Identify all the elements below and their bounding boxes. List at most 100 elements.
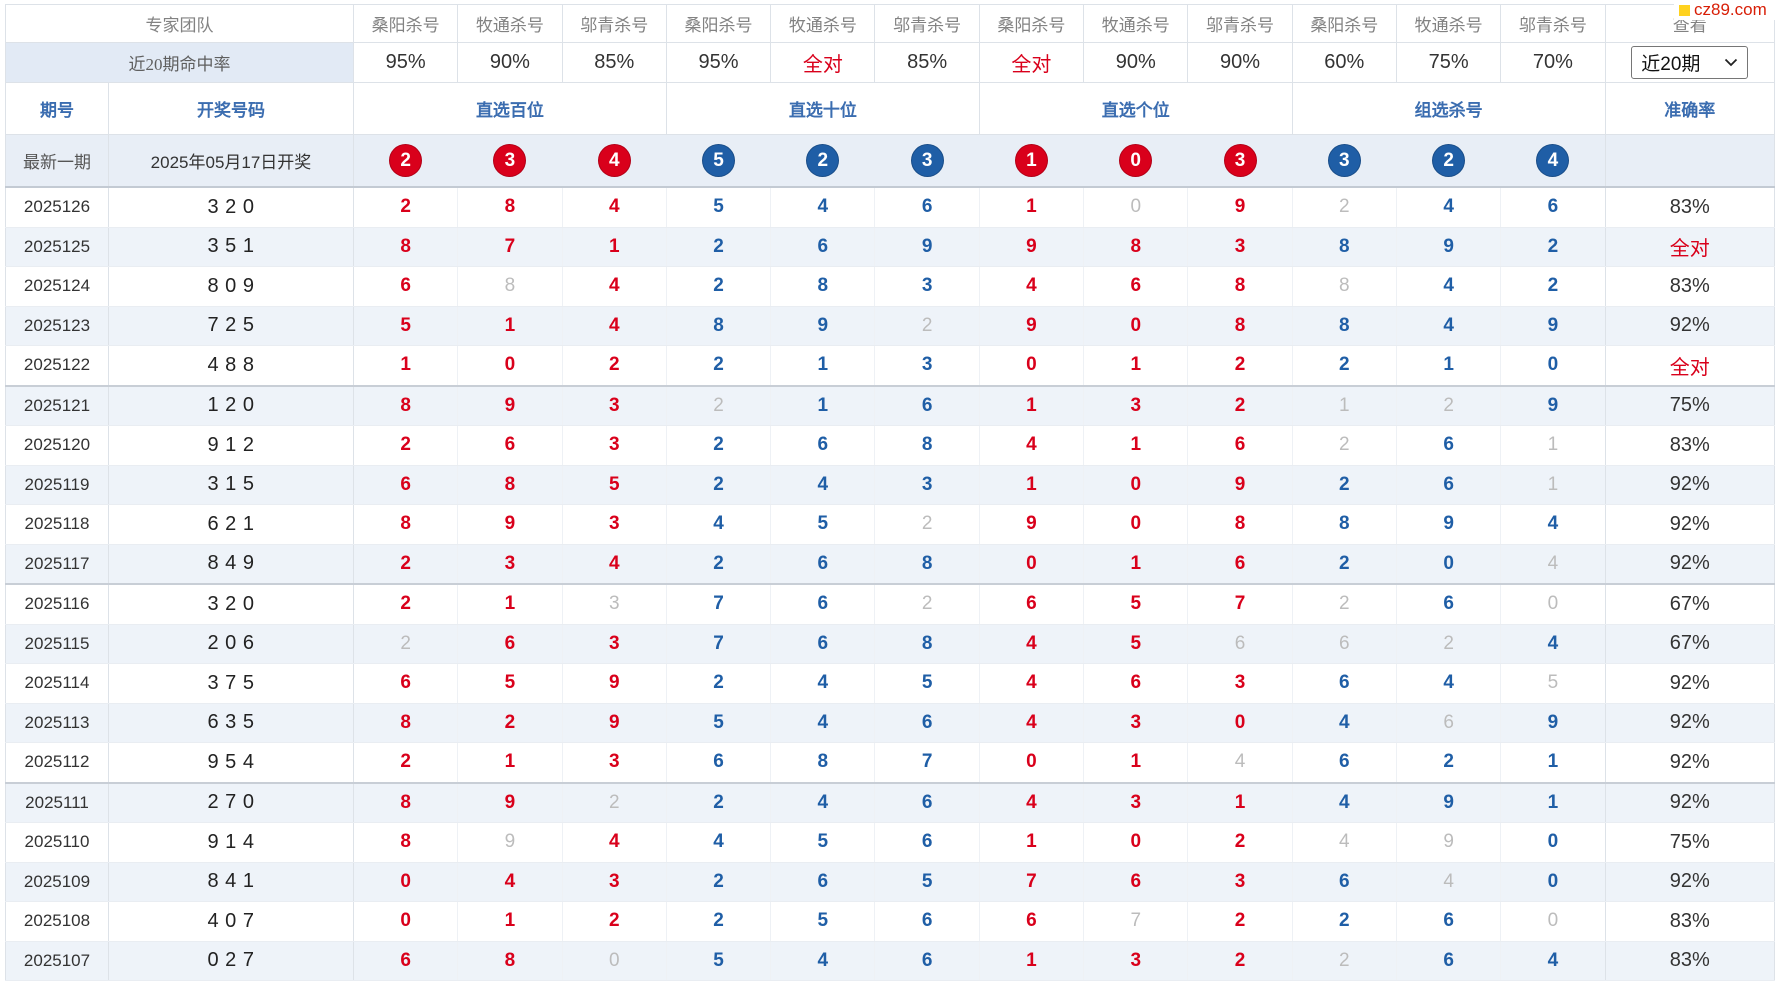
kill-number: 3 xyxy=(874,464,980,505)
kill-number: 2 xyxy=(1291,345,1397,386)
kill-number: 2 xyxy=(665,861,772,902)
kill-number: 9 xyxy=(978,504,1085,545)
kill-number: 9 xyxy=(1187,186,1293,228)
kill-number: 6 xyxy=(770,226,876,267)
kill-number: 2 xyxy=(1500,266,1606,307)
kill-number: 6 xyxy=(770,623,876,664)
prediction-cell: 3 xyxy=(1291,134,1397,188)
kill-number: 1 xyxy=(1083,345,1189,386)
kill-number: 3 xyxy=(1187,663,1293,704)
kill-number: 4 xyxy=(978,781,1085,823)
prediction-ball: 5 xyxy=(702,144,736,177)
expert-name-header: 邬青杀号 xyxy=(1187,4,1293,43)
missed-kill-number: 2 xyxy=(1395,384,1502,426)
kill-number-table: 专家团队 桑阳杀号 牧通杀号 邬青杀号 桑阳杀号 牧通杀号 邬青杀号 桑阳杀号 … xyxy=(5,4,1775,981)
kill-number: 9 xyxy=(1395,781,1502,823)
missed-kill-number: 2 xyxy=(874,583,980,625)
accuracy-value: 全对 xyxy=(1604,345,1775,386)
period-number: 2025122 xyxy=(5,345,109,386)
kill-number: 5 xyxy=(874,663,980,704)
kill-number: 0 xyxy=(1187,702,1293,743)
missed-kill-number: 2 xyxy=(1291,425,1397,466)
table-row: 2025114 3 7 5 6 5 9 2 4 5 4 6 3 6 4 5 92% xyxy=(5,663,1775,704)
prediction-cell: 3 xyxy=(874,134,980,188)
kill-number: 4 xyxy=(561,822,667,863)
kill-number: 8 xyxy=(1291,226,1397,267)
prediction-ball: 3 xyxy=(910,144,944,177)
missed-kill-number: 1 xyxy=(1291,384,1397,426)
kill-number: 3 xyxy=(1187,861,1293,902)
kill-number: 4 xyxy=(770,781,876,823)
kill-number: 9 xyxy=(1395,504,1502,545)
table-row: 2025124 8 0 9 6 8 4 2 8 3 4 6 8 8 4 2 83% xyxy=(5,266,1775,307)
kill-number: 8 xyxy=(1291,504,1397,545)
missed-kill-number: 2 xyxy=(1291,940,1397,981)
kill-number: 5 xyxy=(561,464,667,505)
draw-number: 7 2 5 xyxy=(108,305,354,346)
kill-number: 2 xyxy=(352,543,459,585)
missed-kill-number: 2 xyxy=(352,623,459,664)
prediction-ball: 3 xyxy=(1327,144,1361,177)
kill-number: 6 xyxy=(874,702,980,743)
kill-number: 4 xyxy=(1395,266,1502,307)
draw-number: 2 0 6 xyxy=(108,623,354,664)
hit-rate-value: 全对 xyxy=(770,42,876,83)
expert-name-header: 牧通杀号 xyxy=(1083,4,1189,43)
period-number: 2025116 xyxy=(5,583,109,625)
missed-kill-number: 5 xyxy=(1500,663,1606,704)
kill-number: 1 xyxy=(978,940,1085,981)
column-header-draw: 开奖号码 xyxy=(108,82,354,135)
prediction-cell: 4 xyxy=(1500,134,1606,188)
hit-rate-value: 75% xyxy=(1395,42,1502,83)
missed-kill-number: 2 xyxy=(1395,623,1502,664)
kill-number: 5 xyxy=(770,901,876,942)
kill-number: 9 xyxy=(457,781,563,823)
kill-number: 2 xyxy=(352,425,459,466)
draw-number: 6 2 1 xyxy=(108,504,354,545)
kill-number: 0 xyxy=(1083,504,1189,545)
kill-number: 2 xyxy=(352,742,459,783)
kill-number: 4 xyxy=(978,623,1085,664)
kill-number: 1 xyxy=(561,226,667,267)
kill-number: 2 xyxy=(665,345,772,386)
draw-number: 3 7 5 xyxy=(108,663,354,704)
kill-number: 2 xyxy=(1187,345,1293,386)
missed-kill-number: 4 xyxy=(1395,861,1502,902)
kill-number: 9 xyxy=(1187,464,1293,505)
kill-number: 3 xyxy=(561,623,667,664)
expert-name-header: 牧通杀号 xyxy=(1395,4,1502,43)
kill-number: 9 xyxy=(561,702,667,743)
kill-number: 6 xyxy=(1395,583,1502,625)
column-header-group-kill: 组选杀号 xyxy=(1291,82,1606,135)
kill-number: 1 xyxy=(978,464,1085,505)
kill-number: 6 xyxy=(1395,464,1502,505)
column-header-row: 期号 开奖号码 直选百位 直选十位 直选个位 组选杀号 准确率 xyxy=(5,82,1775,135)
kill-number: 3 xyxy=(561,742,667,783)
table-row: 2025121 1 2 0 8 9 3 2 1 6 1 3 2 1 2 9 75% xyxy=(5,384,1775,426)
table-row: 2025117 8 4 9 2 3 4 2 6 8 0 1 6 2 0 4 92% xyxy=(5,543,1775,585)
kill-number: 2 xyxy=(665,464,772,505)
table-row: 2025120 9 1 2 2 6 3 2 6 8 4 1 6 2 6 1 83% xyxy=(5,425,1775,466)
kill-number: 0 xyxy=(978,345,1085,386)
kill-number: 4 xyxy=(978,663,1085,704)
draw-number: 4 8 8 xyxy=(108,345,354,386)
period-range-select[interactable]: 近20期 xyxy=(1631,46,1749,79)
accuracy-value: 92% xyxy=(1604,464,1775,505)
kill-number: 8 xyxy=(665,305,772,346)
kill-number: 9 xyxy=(978,305,1085,346)
kill-number: 2 xyxy=(1187,822,1293,863)
kill-number: 1 xyxy=(1395,345,1502,386)
kill-number: 8 xyxy=(874,425,980,466)
kill-number: 9 xyxy=(978,226,1085,267)
prediction-ball: 3 xyxy=(1223,144,1257,177)
kill-number: 4 xyxy=(770,464,876,505)
draw-number: 3 5 1 xyxy=(108,226,354,267)
kill-number: 1 xyxy=(1500,742,1606,783)
kill-number: 0 xyxy=(1083,305,1189,346)
missed-kill-number: 3 xyxy=(561,583,667,625)
period-number: 2025115 xyxy=(5,623,109,664)
period-number: 2025113 xyxy=(5,702,109,743)
latest-accuracy-cell xyxy=(1604,134,1775,188)
accuracy-value: 83% xyxy=(1604,186,1775,228)
period-number: 2025121 xyxy=(5,384,109,426)
